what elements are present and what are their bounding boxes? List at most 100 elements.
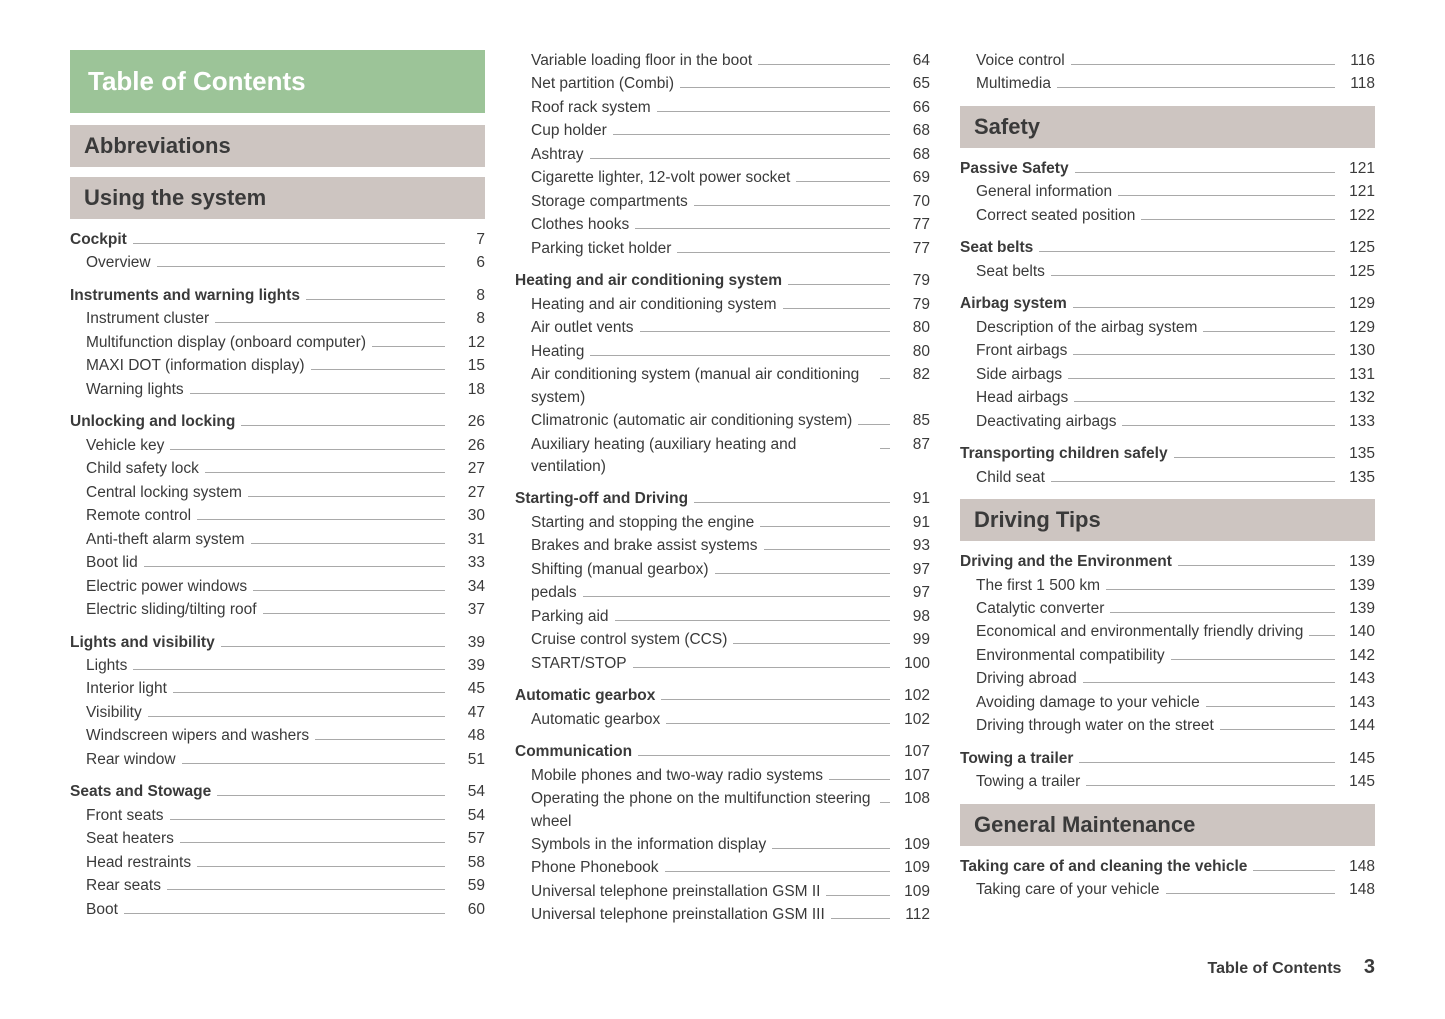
toc-leader: [263, 613, 445, 614]
toc-entry-label: Air conditioning system (manual air cond…: [515, 364, 874, 409]
toc-leader: [666, 723, 890, 724]
toc-entry-label: Warning lights: [70, 379, 184, 401]
toc-leader: [1178, 565, 1335, 566]
toc-entry-label: Electric sliding/tilting roof: [70, 599, 257, 621]
toc-entry-page: 54: [451, 781, 485, 803]
toc-leader: [638, 755, 890, 756]
toc-entry-label: Seat heaters: [70, 828, 174, 850]
toc-entry-label: Mobile phones and two-way radio systems: [515, 765, 823, 787]
toc-entry-page: 69: [896, 167, 930, 189]
toc-entry-head: Heating and air conditioning system 79: [515, 270, 930, 292]
toc-entry: Taking care of your vehicle148: [960, 879, 1375, 901]
toc-leader: [148, 716, 445, 717]
toc-entry-label: Head airbags: [960, 387, 1068, 409]
toc-entry: MAXI DOT (information display)15: [70, 355, 485, 377]
toc-entry: Parking ticket holder77: [515, 238, 930, 260]
toc-entry-label: Taking care of your vehicle: [960, 879, 1160, 901]
toc-entry-label: Heating and air conditioning system: [515, 270, 782, 292]
toc-entry-label: Unlocking and locking: [70, 411, 235, 433]
toc-entry-label: Environmental compatibility: [960, 645, 1165, 667]
toc-entry-page: 66: [896, 97, 930, 119]
toc-entry-page: 77: [896, 214, 930, 236]
toc-entry-page: 80: [896, 317, 930, 339]
toc-leader: [180, 842, 445, 843]
toc-entry-page: 26: [451, 435, 485, 457]
toc-entry: Boot lid33: [70, 552, 485, 574]
toc-leader: [615, 620, 890, 621]
toc-leader: [661, 699, 890, 700]
toc-entry-head: Seats and Stowage 54: [70, 781, 485, 803]
toc-entry-label: Heating and air conditioning system: [515, 294, 777, 316]
toc-entry-label: Phone Phonebook: [515, 857, 659, 879]
toc-entry-page: 18: [451, 379, 485, 401]
toc-entry-head: Seat belts125: [960, 237, 1375, 259]
toc-entry: Correct seated position122: [960, 205, 1375, 227]
toc-entry-label: Visibility: [70, 702, 142, 724]
toc-leader: [253, 590, 445, 591]
toc-leader: [1206, 706, 1335, 707]
toc-entry: Front seats54: [70, 805, 485, 827]
toc-group: Seats and Stowage 54Front seats54Seat hea…: [70, 781, 485, 921]
toc-entry-page: 145: [1341, 771, 1375, 793]
toc-entry-page: 145: [1341, 748, 1375, 770]
toc-entry-label: Cup holder: [515, 120, 607, 142]
toc-entry-page: 12: [451, 332, 485, 354]
toc-entry-head: Cockpit7: [70, 229, 485, 251]
toc-entry: Central locking system27: [70, 482, 485, 504]
toc-entry-label: Roof rack system: [515, 97, 651, 119]
toc-entry-page: 70: [896, 191, 930, 213]
page-title: Table of Contents: [70, 50, 485, 113]
toc-entry: The first 1 500 km139: [960, 575, 1375, 597]
toc-leader: [1057, 87, 1335, 88]
toc-entry-label: Seats and Stowage: [70, 781, 211, 803]
toc-entry: Air outlet vents 80: [515, 317, 930, 339]
toc-entry-label: Front seats: [70, 805, 164, 827]
toc-entry-page: 130: [1341, 340, 1375, 362]
toc-entry: pedals97: [515, 582, 930, 604]
toc-entry-page: 122: [1341, 205, 1375, 227]
toc-entry-label: Net partition (Combi): [515, 73, 674, 95]
toc-entry: Mobile phones and two-way radio systems1…: [515, 765, 930, 787]
toc-entry-page: 30: [451, 505, 485, 527]
toc-entry-page: 57: [451, 828, 485, 850]
toc-entry-head: Unlocking and locking26: [70, 411, 485, 433]
toc-entry-page: 109: [896, 881, 930, 903]
toc-leader: [880, 802, 890, 803]
toc-leader: [221, 646, 445, 647]
toc-entry-head: Instruments and warning lights8: [70, 285, 485, 307]
toc-leader: [1106, 589, 1335, 590]
toc-leader: [633, 667, 890, 668]
toc-entry: Seat belts125: [960, 261, 1375, 283]
toc-entry-page: 79: [896, 270, 930, 292]
toc-entry-page: 135: [1341, 443, 1375, 465]
toc-leader: [197, 866, 445, 867]
toc-entry-label: Anti-theft alarm system: [70, 529, 245, 551]
toc-entry: Air conditioning system (manual air cond…: [515, 364, 930, 409]
toc-entry-label: Shifting (manual gearbox): [515, 559, 709, 581]
toc-entry-page: 97: [896, 559, 930, 581]
toc-leader: [306, 299, 445, 300]
toc-entry-page: 121: [1341, 158, 1375, 180]
toc-entry-page: 102: [896, 709, 930, 731]
toc-leader: [144, 566, 445, 567]
toc-entry-page: 131: [1341, 364, 1375, 386]
toc-leader: [583, 596, 890, 597]
toc-entry-page: 64: [896, 50, 930, 72]
toc-entry-label: Ashtray: [515, 144, 584, 166]
toc-entry: Overview6: [70, 252, 485, 274]
toc-entry-label: Symbols in the information display: [515, 834, 766, 856]
toc-leader: [1118, 195, 1335, 196]
toc-entry-page: 97: [896, 582, 930, 604]
toc-entry: Avoiding damage to your vehicle143: [960, 692, 1375, 714]
toc-entry-label: Seat belts: [960, 261, 1045, 283]
toc-entry-page: 48: [451, 725, 485, 747]
toc-entry-page: 27: [451, 482, 485, 504]
toc-leader: [372, 346, 445, 347]
toc-entry: Rear seats59: [70, 875, 485, 897]
toc-leader: [1309, 635, 1335, 636]
toc-entry-label: Driving abroad: [960, 668, 1077, 690]
section-heading: Abbreviations: [70, 125, 485, 167]
toc-entry-label: Air outlet vents: [515, 317, 634, 339]
toc-leader: [1075, 172, 1335, 173]
toc-entry-label: Parking ticket holder: [515, 238, 671, 260]
